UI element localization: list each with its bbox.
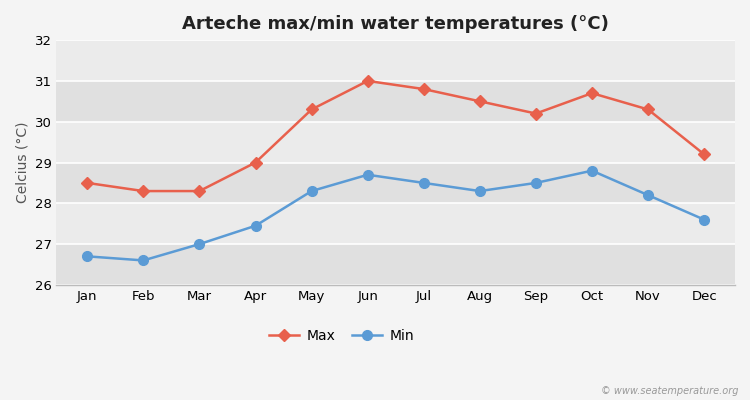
Min <box>195 242 204 246</box>
Min <box>700 217 709 222</box>
Line: Min: Min <box>82 166 709 265</box>
Bar <box>56 40 735 81</box>
Max <box>476 99 484 104</box>
Max <box>251 160 260 165</box>
Bar <box>56 162 735 203</box>
Min <box>363 172 372 177</box>
Max <box>195 189 204 194</box>
Line: Max: Max <box>83 77 708 195</box>
Min <box>644 193 652 198</box>
Y-axis label: Celcius (°C): Celcius (°C) <box>15 122 29 203</box>
Min <box>82 254 92 259</box>
Bar <box>56 81 735 122</box>
Bar <box>56 122 735 162</box>
Min <box>532 180 541 185</box>
Max <box>82 180 92 185</box>
Max <box>139 189 148 194</box>
Max <box>587 91 596 96</box>
Title: Arteche max/min water temperatures (°C): Arteche max/min water temperatures (°C) <box>182 15 609 33</box>
Legend: Max, Min: Max, Min <box>263 324 419 349</box>
Min <box>251 223 260 228</box>
Min <box>307 189 316 194</box>
Max <box>532 111 541 116</box>
Min <box>139 258 148 263</box>
Min <box>476 189 484 194</box>
Max <box>363 78 372 83</box>
Max <box>307 107 316 112</box>
Min <box>587 168 596 173</box>
Max <box>644 107 652 112</box>
Text: © www.seatemperature.org: © www.seatemperature.org <box>602 386 739 396</box>
Max <box>700 152 709 157</box>
Bar <box>56 203 735 244</box>
Bar <box>56 244 735 285</box>
Max <box>419 87 428 92</box>
Min <box>419 180 428 185</box>
